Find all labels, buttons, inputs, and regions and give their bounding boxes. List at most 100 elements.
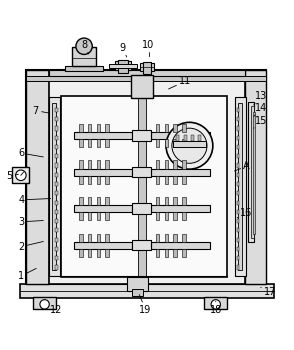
- Bar: [72, 47, 96, 66]
- Bar: [12, 167, 29, 183]
- Bar: [237, 238, 240, 242]
- Bar: [106, 249, 109, 257]
- Circle shape: [166, 122, 213, 169]
- Bar: [55, 219, 58, 223]
- Bar: [173, 139, 177, 147]
- Bar: [245, 70, 265, 284]
- Bar: [182, 212, 186, 220]
- Circle shape: [16, 170, 26, 181]
- Bar: [74, 242, 132, 249]
- Bar: [143, 62, 151, 74]
- Bar: [237, 182, 240, 186]
- Bar: [55, 182, 58, 186]
- Bar: [79, 124, 83, 132]
- Bar: [151, 169, 210, 176]
- Circle shape: [40, 300, 49, 309]
- Bar: [55, 228, 58, 232]
- Bar: [118, 60, 128, 73]
- Bar: [106, 139, 109, 147]
- Bar: [237, 173, 240, 177]
- Bar: [176, 135, 179, 141]
- Bar: [237, 256, 240, 260]
- Bar: [55, 201, 58, 205]
- Bar: [156, 249, 159, 257]
- Bar: [55, 163, 58, 168]
- Bar: [173, 176, 177, 184]
- Bar: [182, 197, 186, 205]
- Bar: [97, 139, 100, 147]
- Bar: [106, 160, 109, 169]
- Text: 19: 19: [139, 295, 152, 315]
- Bar: [55, 154, 58, 158]
- Bar: [88, 176, 91, 184]
- Text: 9: 9: [119, 43, 127, 57]
- Bar: [88, 249, 91, 257]
- Bar: [55, 173, 58, 177]
- Bar: [74, 132, 132, 139]
- Bar: [49, 70, 245, 284]
- Bar: [79, 249, 83, 257]
- Bar: [88, 197, 91, 205]
- Bar: [132, 167, 151, 177]
- Bar: [156, 212, 159, 220]
- Bar: [55, 117, 58, 121]
- Text: 11: 11: [168, 76, 191, 89]
- Circle shape: [172, 128, 207, 163]
- Bar: [191, 135, 194, 141]
- Bar: [88, 212, 91, 220]
- Text: 5: 5: [6, 172, 19, 181]
- Bar: [182, 233, 186, 242]
- Bar: [165, 212, 168, 220]
- Text: 1: 1: [18, 268, 36, 281]
- Bar: [97, 124, 100, 132]
- Bar: [55, 265, 58, 270]
- Text: 13: 13: [254, 91, 267, 105]
- Bar: [237, 126, 240, 131]
- Bar: [237, 210, 240, 214]
- Circle shape: [76, 38, 92, 55]
- Bar: [97, 197, 100, 205]
- Bar: [97, 160, 100, 169]
- Bar: [106, 197, 109, 205]
- Bar: [182, 124, 186, 132]
- Bar: [165, 160, 168, 169]
- Text: 17: 17: [261, 287, 276, 297]
- Bar: [106, 124, 109, 132]
- Bar: [165, 197, 168, 205]
- Bar: [156, 176, 159, 184]
- Bar: [237, 191, 240, 195]
- Bar: [49, 70, 245, 76]
- Bar: [106, 212, 109, 220]
- Bar: [151, 242, 210, 249]
- Bar: [88, 139, 91, 147]
- Bar: [55, 126, 58, 131]
- Bar: [126, 278, 148, 290]
- Bar: [183, 135, 186, 141]
- Text: 7: 7: [33, 106, 49, 116]
- Bar: [55, 145, 58, 149]
- Bar: [26, 70, 265, 87]
- Text: 15: 15: [254, 116, 267, 128]
- Bar: [55, 191, 58, 195]
- Bar: [237, 265, 240, 270]
- Bar: [26, 76, 265, 81]
- Bar: [151, 132, 210, 139]
- Bar: [237, 219, 240, 223]
- Bar: [198, 135, 201, 141]
- Bar: [79, 212, 83, 220]
- Bar: [55, 210, 58, 214]
- Bar: [237, 145, 240, 149]
- Bar: [88, 233, 91, 242]
- Bar: [173, 124, 177, 132]
- Bar: [237, 136, 240, 140]
- Bar: [140, 63, 154, 71]
- Text: A: A: [234, 161, 250, 171]
- Bar: [55, 247, 58, 251]
- Bar: [237, 154, 240, 158]
- Text: 16: 16: [237, 208, 253, 218]
- Bar: [55, 238, 58, 242]
- Bar: [156, 139, 159, 147]
- Bar: [97, 233, 100, 242]
- Bar: [251, 106, 254, 238]
- Bar: [55, 108, 58, 112]
